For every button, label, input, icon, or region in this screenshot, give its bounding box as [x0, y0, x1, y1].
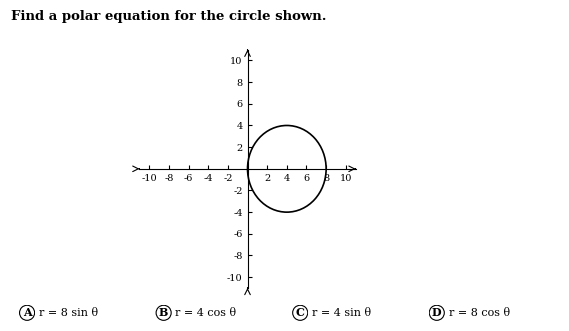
- Text: C: C: [296, 307, 304, 318]
- Text: r = 4 sin θ: r = 4 sin θ: [312, 308, 371, 318]
- Text: r = 8 sin θ: r = 8 sin θ: [39, 308, 98, 318]
- Text: B: B: [159, 307, 168, 318]
- Text: A: A: [23, 307, 31, 318]
- Text: D: D: [432, 307, 442, 318]
- Text: r = 4 cos θ: r = 4 cos θ: [175, 308, 237, 318]
- Text: r = 8 cos θ: r = 8 cos θ: [448, 308, 510, 318]
- Text: Find a polar equation for the circle shown.: Find a polar equation for the circle sho…: [11, 10, 327, 23]
